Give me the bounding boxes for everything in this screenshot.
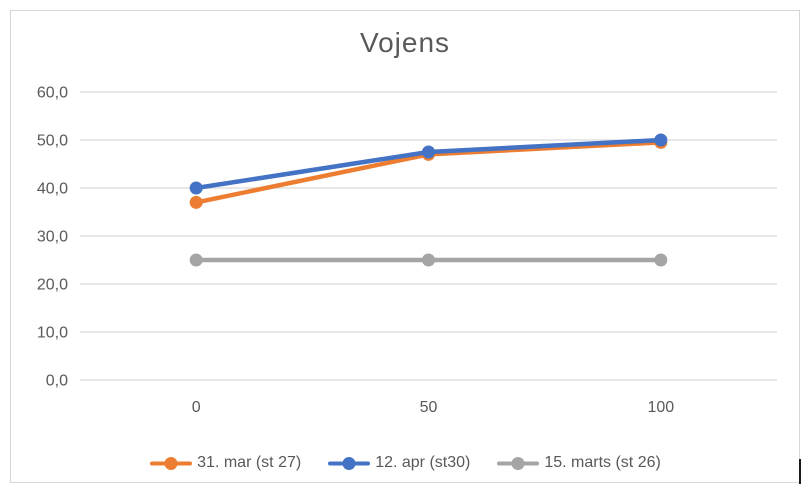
data-point-marker (654, 133, 668, 147)
data-point-marker (422, 253, 435, 267)
line-marker-icon (150, 456, 193, 470)
x-tick-label: 0 (192, 399, 201, 416)
line-marker-icon (497, 456, 540, 470)
legend-label: 15. marts (st 26) (544, 454, 661, 471)
y-tick-label: 50,0 (37, 133, 68, 150)
y-tick-label: 0,0 (46, 373, 68, 390)
y-tick-label: 20,0 (37, 277, 68, 294)
y-tick-label: 40,0 (37, 181, 68, 198)
legend-item-series-2[interactable]: 12. apr (st30) (327, 454, 470, 472)
y-tick-label: 60,0 (37, 85, 68, 102)
data-point-marker (189, 181, 203, 195)
legend-label: 31. mar (st 27) (197, 454, 302, 471)
line-marker-icon (328, 456, 371, 470)
legend: 31. mar (st 27) 12. apr (st30) 15. marts… (11, 454, 799, 472)
x-tick-label: 50 (420, 399, 438, 416)
legend-item-series-1[interactable]: 31. mar (st 27) (149, 454, 301, 472)
data-point-marker (654, 253, 668, 267)
data-point-marker (189, 253, 203, 267)
data-point-marker (189, 195, 203, 209)
legend-item-series-3[interactable]: 15. marts (st 26) (496, 454, 661, 472)
data-point-marker (422, 145, 435, 159)
plot-area: 0,0 10,0 20,0 30,0 40,0 50,0 60,0 0 50 100 (37, 85, 777, 416)
x-tick-label: 100 (647, 399, 674, 416)
y-tick-label: 10,0 (37, 325, 68, 342)
chart-title: Vojens (359, 27, 451, 58)
selection-handle-artifact (799, 459, 801, 484)
y-tick-label: 30,0 (37, 229, 68, 246)
legend-label: 12. apr (st30) (375, 454, 471, 471)
chart-container[interactable]: 0,0 10,0 20,0 30,0 40,0 50,0 60,0 0 50 100 Vojens… (10, 10, 800, 483)
